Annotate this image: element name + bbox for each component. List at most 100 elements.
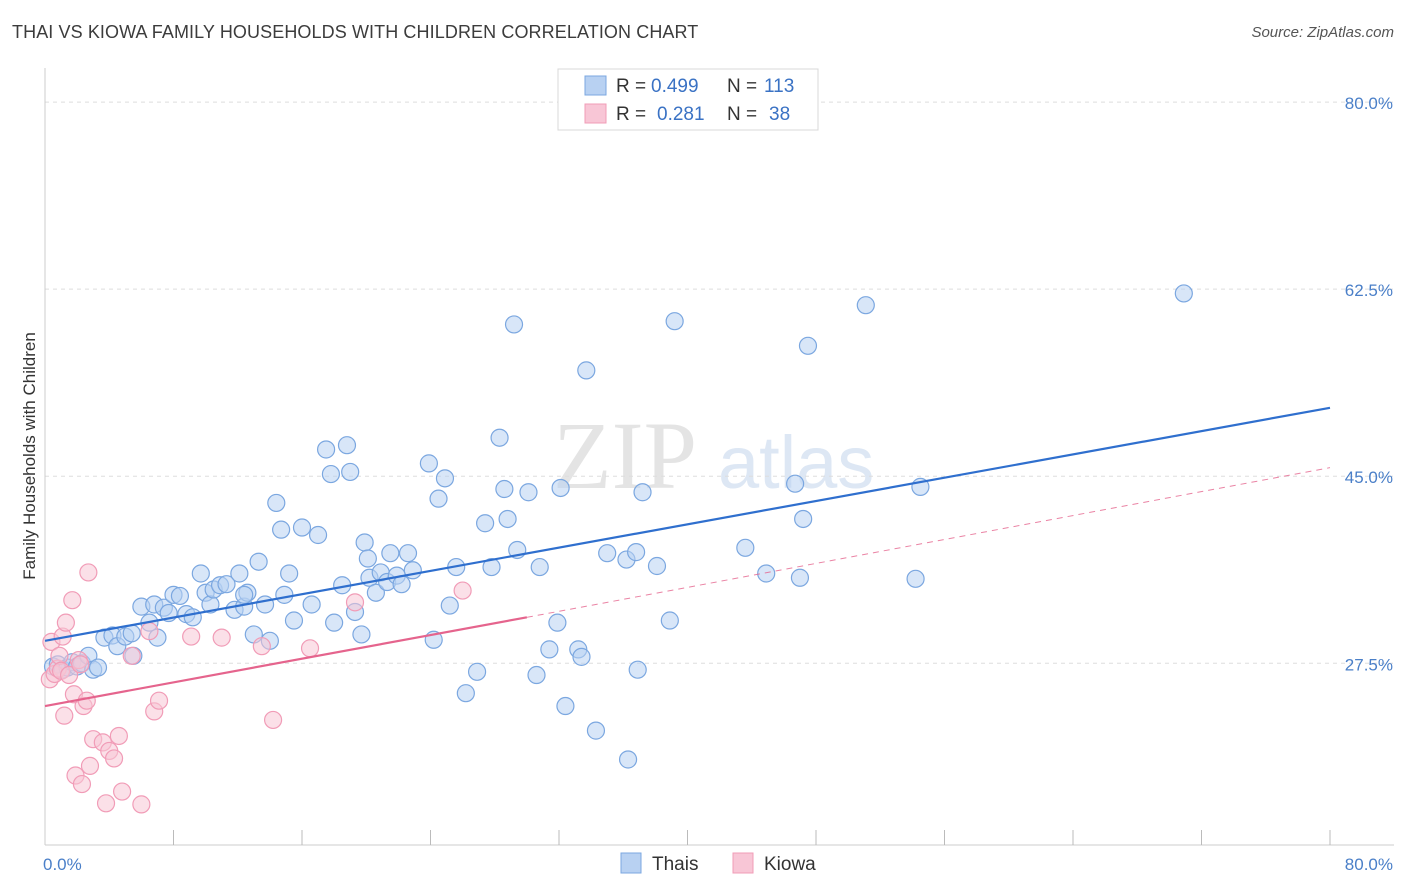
- kiowa-legend-icon: [732, 852, 754, 874]
- thais-point: [626, 543, 646, 562]
- thais-point: [519, 483, 538, 502]
- y-tick-label: 80.0%: [1345, 94, 1393, 113]
- watermark-zip: ZIP: [553, 402, 697, 509]
- thais-r-value: 0.499: [651, 76, 699, 97]
- kiowa-point: [345, 593, 365, 612]
- bottom-legend: Thais Kiowa: [620, 852, 816, 875]
- kiowa-n-value: 38: [769, 104, 790, 125]
- thais-point: [275, 585, 294, 604]
- thais-points: [43, 284, 1193, 769]
- thais-point: [577, 361, 596, 380]
- thais-point: [337, 436, 357, 455]
- thais-point: [540, 640, 559, 659]
- thais-point: [736, 538, 755, 557]
- thais-point: [292, 518, 312, 537]
- chart-title: THAI VS KIOWA FAMILY HOUSEHOLDS WITH CHI…: [12, 22, 699, 42]
- kiowa-point: [263, 710, 283, 730]
- thais-point: [556, 696, 575, 716]
- kiowa-point: [182, 627, 201, 646]
- kiowa-point: [104, 749, 124, 768]
- watermark: ZIP atlas: [553, 402, 874, 509]
- kiowa-point: [149, 691, 169, 710]
- thais-point: [122, 624, 141, 643]
- thais-swatch-icon: [584, 75, 607, 96]
- thais-point: [482, 557, 501, 577]
- thais-point: [665, 312, 684, 331]
- thais-legend-label: Thais: [652, 854, 698, 875]
- axes: [44, 68, 1394, 846]
- thais-point: [628, 660, 647, 679]
- kiowa-point: [80, 756, 100, 775]
- kiowa-point: [77, 691, 96, 710]
- thais-point: [548, 613, 567, 632]
- thais-point: [88, 658, 108, 677]
- thais-point: [341, 462, 360, 482]
- y-tick-label: 27.5%: [1345, 655, 1393, 674]
- kiowa-point: [55, 706, 74, 725]
- y-tick-label: 62.5%: [1345, 281, 1393, 300]
- thais-point: [647, 556, 667, 576]
- kiowa-point: [109, 726, 128, 746]
- stats-legend: R = 0.499 N = 113 R = 0.281 N = 38: [557, 68, 819, 131]
- thais-point: [170, 586, 190, 606]
- thais-point: [786, 474, 805, 493]
- kiowa-point: [72, 774, 92, 794]
- thais-point: [798, 336, 818, 355]
- thais-point: [280, 564, 299, 583]
- kiowa-r-label: R =: [616, 104, 646, 125]
- thais-point: [906, 569, 925, 588]
- thais-point: [476, 514, 495, 533]
- kiowa-point: [212, 628, 231, 647]
- kiowa-point: [140, 622, 159, 641]
- thais-point: [572, 647, 591, 666]
- thais-point: [358, 549, 377, 568]
- kiowa-points: [40, 563, 472, 814]
- thais-point: [504, 315, 524, 334]
- thais-point: [249, 552, 268, 571]
- thais-legend-icon: [620, 852, 642, 874]
- thais-point: [308, 525, 328, 545]
- y-tick-label: 45.0%: [1345, 468, 1393, 487]
- thais-point: [490, 428, 509, 447]
- thais-point: [633, 483, 652, 502]
- thais-point: [495, 479, 514, 499]
- thais-point: [366, 583, 385, 602]
- kiowa-point: [71, 655, 90, 674]
- kiowa-point: [300, 639, 320, 658]
- x-tick-label: 0.0%: [43, 855, 82, 874]
- kiowa-legend-label: Kiowa: [764, 854, 816, 875]
- thais-point: [456, 684, 475, 703]
- thais-point: [255, 595, 275, 614]
- thais-point: [530, 557, 549, 577]
- thais-point: [429, 489, 448, 508]
- kiowa-point: [122, 646, 141, 665]
- kiowa-swatch-icon: [584, 103, 607, 124]
- thais-n-value: 113: [764, 76, 794, 97]
- kiowa-point: [56, 613, 75, 632]
- thais-point: [316, 440, 336, 459]
- thais-n-label: N =: [727, 76, 757, 97]
- thais-point: [352, 625, 371, 644]
- gridlines: [45, 101, 1394, 664]
- thais-point: [440, 596, 459, 615]
- thais-r-label: R =: [616, 76, 646, 97]
- kiowa-trend-line: [44, 616, 528, 708]
- thais-point: [1174, 284, 1193, 303]
- thais-point: [302, 595, 321, 614]
- thais-point: [217, 575, 236, 594]
- thais-point: [498, 509, 517, 529]
- thais-point: [325, 613, 344, 632]
- thais-point: [551, 478, 570, 498]
- y-axis-title: Family Households with Children: [20, 332, 39, 580]
- thais-point: [790, 568, 810, 587]
- thais-point: [467, 662, 487, 681]
- thais-point: [191, 564, 210, 583]
- thais-point: [757, 564, 776, 583]
- kiowa-point: [79, 563, 98, 582]
- thais-trend-line: [44, 406, 1331, 642]
- thais-point: [419, 454, 438, 473]
- kiowa-point: [59, 665, 79, 685]
- thais-point: [598, 544, 617, 563]
- thais-point: [321, 464, 341, 484]
